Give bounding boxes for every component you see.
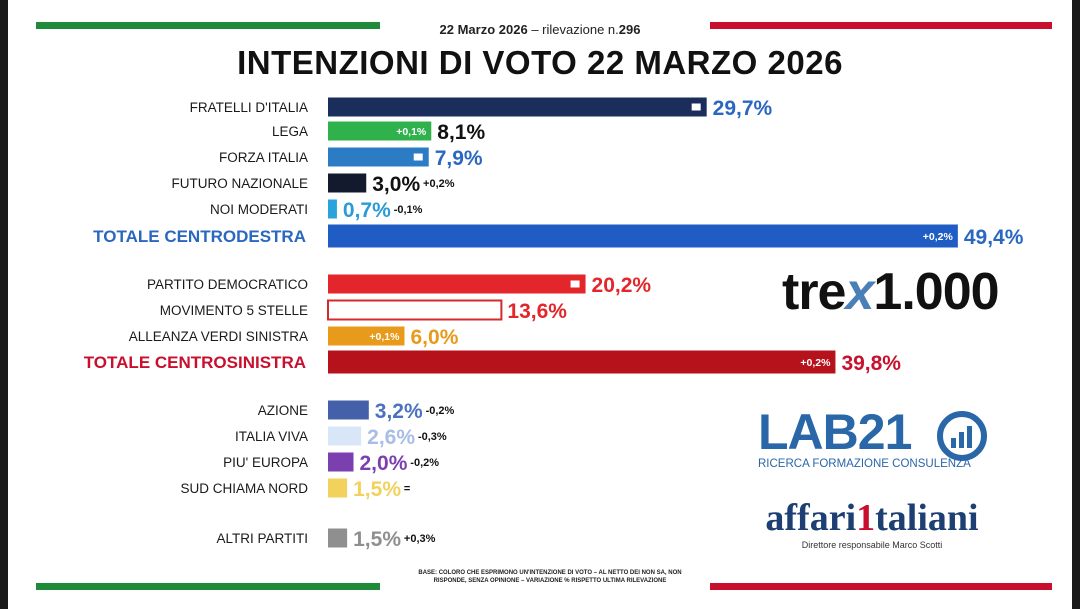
variation-label-noi-moderati: -0,1% [394,204,423,216]
variation-label-piu-europa: -0,2% [410,457,439,469]
value-label-totale-centrosinistra: 39,8% [841,352,901,375]
affari-right: taliani [875,497,979,539]
category-label-alleanza-verdi-sinistra: ALLEANZA VERDI SINISTRA [129,329,308,344]
category-label-totale-centrosinistra: TOTALE CENTROSINISTRA [84,353,306,372]
bar-sud-chiama-nord [328,478,348,498]
category-label-lega: LEGA [272,124,308,139]
bar-piu-europa [328,452,354,472]
value-label-altri-partiti: 1,5% [353,528,401,551]
bar-futuro-nazionale [328,173,367,193]
affari-director: Direttore responsabile Marco Scotti [801,540,943,550]
bar-lega [328,121,432,141]
bar-fratelli-d-italia [328,97,707,117]
bar-noi-moderati [328,199,337,219]
tre-logo-left: tre [782,263,846,321]
variation-label-sud-chiama-nord: = [404,483,410,495]
variation-label-azione: -0,2% [426,405,455,417]
bar-movimento-5-stelle [327,299,503,321]
value-label-sud-chiama-nord: 1,5% [353,478,401,501]
survey-date: 22 Marzo 2026 [439,22,528,37]
variation-label-lega: +0,1% [396,126,427,138]
value-label-totale-centrodestra: 49,4% [964,226,1024,249]
category-label-movimento-5-stelle: MOVIMENTO 5 STELLE [160,303,308,318]
top-red-stripe [710,22,1052,29]
bar-forza-italia [328,147,429,167]
category-label-totale-centrodestra: TOTALE CENTRODESTRA [93,227,306,246]
category-label-fratelli-d-italia: FRATELLI D'ITALIA [190,100,308,115]
affari-one: 1 [856,497,876,539]
variation-label-movimento-5-stelle: +0,1% [466,305,497,317]
variation-label-totale-centrodestra: +0,2% [923,231,954,243]
tre-logo-x: x [845,263,874,321]
value-label-forza-italia: 7,9% [435,147,483,170]
bottom-red-stripe [710,583,1052,590]
tre-logo-right: 1.000 [873,263,999,321]
survey-subtitle: 22 Marzo 2026 – rilevazione n.296 [8,22,1072,37]
variation-label-alleanza-verdi-sinistra: +0,1% [369,331,400,343]
value-label-fratelli-d-italia: 29,7% [713,97,773,120]
category-label-sud-chiama-nord: SUD CHIAMA NORD [180,481,308,496]
bar-totale-centrodestra [328,224,958,248]
variation-equal-marker-forza-italia [413,153,423,161]
value-label-lega: 8,1% [437,121,485,144]
category-label-noi-moderati: NOI MODERATI [210,202,308,217]
variation-label-altri-partiti: +0,3% [404,533,436,545]
bar-partito-democratico [328,274,586,294]
category-label-partito-democratico: PARTITO DEMOCRATICO [147,277,308,292]
top-green-stripe [36,22,380,29]
category-label-futuro-nazionale: FUTURO NAZIONALE [171,176,308,191]
lab21-logo: LAB21 RICERCA FORMAZIONE CONSULENZA [758,404,988,470]
category-label-azione: AZIONE [258,403,308,418]
bar-italia-viva [328,426,362,446]
value-label-italia-viva: 2,6% [367,426,415,449]
variation-label-italia-viva: -0,3% [418,431,447,443]
methodology-footnote: BASE: COLORO CHE ESPRIMONO UN'INTENZIONE… [340,569,760,585]
value-label-azione: 3,2% [375,400,423,423]
affaritaliani-name: affari1taliani [712,496,1032,540]
variation-label-totale-centrosinistra: +0,2% [800,357,831,369]
lab21-chart-icon [937,411,987,461]
variation-equal-marker-fratelli-d-italia [691,103,701,111]
footnote-line-1: BASE: COLORO CHE ESPRIMONO UN'INTENZIONE… [418,570,682,576]
value-label-piu-europa: 2,0% [360,452,408,475]
bar-azione [328,400,369,420]
category-label-italia-viva: ITALIA VIVA [235,429,308,444]
bottom-green-stripe [36,583,380,590]
footnote-line-2: RISPONDE, SENZA OPINIONE – VARIAZIONE % … [433,578,667,584]
lab21-tagline: RICERCA FORMAZIONE CONSULENZA [758,458,971,470]
category-label-forza-italia: FORZA ITALIA [219,150,308,165]
survey-subtitle-text: – rilevazione n. [527,22,619,37]
affari-left: affari [765,497,857,539]
value-label-futuro-nazionale: 3,0% [372,173,420,196]
variation-label-futuro-nazionale: +0,2% [423,178,455,190]
category-label-piu-europa: PIU' EUROPA [223,455,308,470]
bar-totale-centrosinistra [328,350,836,374]
value-label-noi-moderati: 0,7% [343,199,391,222]
lab21-name: LAB21 [758,404,912,460]
category-label-altri-partiti: ALTRI PARTITI [216,531,308,546]
tre-per-mille-logo: trex1.000 [782,262,1000,322]
value-label-partito-democratico: 20,2% [592,274,652,297]
variation-equal-marker-partito-democratico [570,280,580,288]
value-label-movimento-5-stelle: 13,6% [507,300,567,323]
affaritaliani-logo: affari1taliani Direttore responsabile Ma… [712,496,1032,550]
bar-alleanza-verdi-sinistra [328,326,405,346]
value-label-alleanza-verdi-sinistra: 6,0% [411,326,459,349]
chart-title: INTENZIONI DI VOTO 22 MARZO 2026 [237,44,843,81]
bar-altri-partiti [328,528,348,548]
survey-number: 296 [618,22,641,37]
